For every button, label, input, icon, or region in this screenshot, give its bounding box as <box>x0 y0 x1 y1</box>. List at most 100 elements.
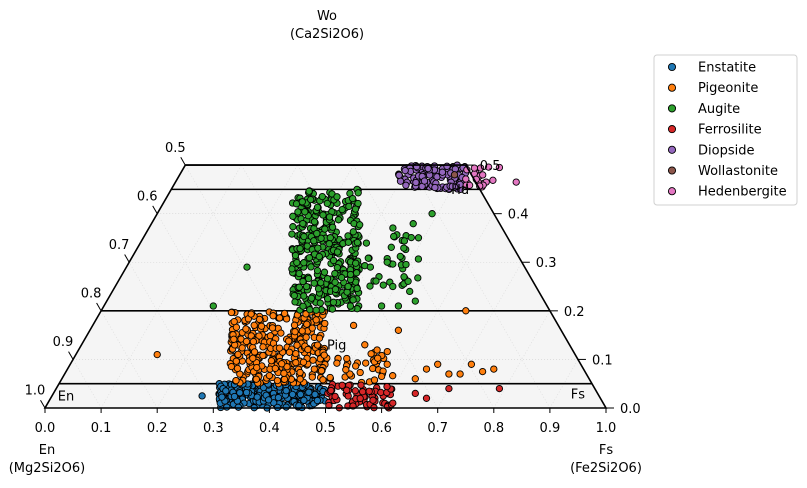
data-point-augite <box>344 238 353 246</box>
data-point-augite <box>351 205 360 213</box>
data-point-pigeonite <box>317 367 326 375</box>
data-point-pigeonite <box>275 314 284 322</box>
data-point-augite <box>353 238 362 247</box>
data-point-pigeonite <box>242 337 251 346</box>
data-point-pigeonite <box>267 357 276 365</box>
data-point-augite <box>362 239 371 247</box>
data-point-augite <box>310 279 318 287</box>
data-point-pigeonite <box>296 368 304 377</box>
bottom-tick-label: 0.2 <box>147 421 168 436</box>
data-point-augite <box>377 302 386 310</box>
data-point-augite <box>407 233 415 242</box>
legend-marker <box>667 83 677 92</box>
left-tick-label: 0.6 <box>137 189 158 204</box>
data-point-pigeonite <box>293 341 301 349</box>
bottom-tick-label: 0.3 <box>203 421 224 436</box>
data-point-hedenbergite <box>489 176 497 184</box>
data-point-augite <box>314 244 322 252</box>
data-point-augite <box>329 298 338 306</box>
data-point-diopside <box>431 183 439 192</box>
data-point-pigeonite <box>153 350 161 359</box>
data-point-augite <box>409 220 417 228</box>
data-point-augite <box>352 259 360 267</box>
data-point-augite <box>288 230 296 238</box>
data-point-ferrosilite <box>351 387 359 395</box>
data-point-pigeonite <box>434 360 442 368</box>
data-point-pigeonite <box>275 344 284 352</box>
data-point-enstatite <box>282 403 290 411</box>
data-point-pigeonite <box>383 347 391 356</box>
legend-frame <box>653 54 798 206</box>
en-formula: (Mg2Si2O6) <box>9 461 86 476</box>
data-point-pigeonite <box>315 334 324 342</box>
data-point-augite <box>299 219 307 228</box>
legend-marker <box>667 166 677 175</box>
data-point-augite <box>400 244 408 252</box>
data-point-pigeonite <box>238 344 246 352</box>
left-tick-label: 0.9 <box>53 335 74 350</box>
field-label: En <box>58 390 74 405</box>
data-point-diopside <box>424 164 432 173</box>
left-tick-label: 1.0 <box>25 384 46 399</box>
data-point-augite <box>337 273 346 282</box>
bottom-tick-label: 0.9 <box>540 421 561 436</box>
data-point-augite <box>304 274 313 283</box>
data-point-augite <box>299 302 307 310</box>
data-point-pigeonite <box>249 354 257 362</box>
data-point-pigeonite <box>271 364 279 373</box>
data-point-enstatite <box>288 390 297 399</box>
legend-label: Wollastonite <box>698 164 778 179</box>
data-point-pigeonite <box>462 307 470 315</box>
apex-label-wo: Wo (Ca2Si2O6) <box>290 9 364 42</box>
data-point-enstatite <box>313 396 322 405</box>
field-labels: En Pig Hd Fs <box>58 183 585 405</box>
data-point-pigeonite <box>321 319 329 328</box>
data-point-augite <box>307 263 315 271</box>
bottom-tick-label: 0.7 <box>427 421 448 436</box>
data-point-diopside <box>438 168 447 176</box>
data-point-pigeonite <box>296 375 304 383</box>
data-point-augite <box>316 299 324 307</box>
data-point-augite <box>331 269 339 278</box>
data-point-pigeonite <box>269 312 277 320</box>
data-point-augite <box>406 287 414 296</box>
data-point-pigeonite <box>374 354 382 362</box>
field-label: Fs <box>571 387 585 402</box>
bottom-tick-label: 0.8 <box>483 421 504 436</box>
data-point-pigeonite <box>478 367 487 376</box>
data-point-augite <box>328 223 337 231</box>
data-point-wollastonite <box>450 171 459 179</box>
data-point-pigeonite <box>230 335 238 343</box>
data-point-pigeonite <box>299 358 308 366</box>
data-point-pigeonite <box>280 369 288 377</box>
data-point-ferrosilite <box>357 381 365 389</box>
data-point-pigeonite <box>249 337 258 346</box>
data-point-pigeonite <box>285 348 294 356</box>
data-point-augite <box>325 213 334 221</box>
data-point-augite <box>305 187 313 195</box>
data-point-pigeonite <box>411 375 419 383</box>
data-point-pigeonite <box>373 346 381 354</box>
data-point-enstatite <box>242 388 251 397</box>
data-point-enstatite <box>253 393 261 401</box>
data-point-pigeonite <box>259 351 267 360</box>
data-point-pigeonite <box>292 358 300 367</box>
data-point-pigeonite <box>250 348 259 356</box>
data-point-ferrosilite <box>411 389 419 398</box>
data-point-ferrosilite <box>377 388 385 397</box>
bottom-tick-label: 0.6 <box>371 421 392 436</box>
data-point-ferrosilite <box>338 381 346 389</box>
data-point-pigeonite <box>352 362 360 370</box>
data-point-enstatite <box>198 392 206 400</box>
right-tick-label: 0.1 <box>592 353 613 368</box>
data-point-pigeonite <box>253 363 261 372</box>
data-point-diopside <box>448 182 456 191</box>
data-point-augite <box>301 208 309 216</box>
data-point-pigeonite <box>303 320 311 328</box>
data-point-pigeonite <box>259 343 267 351</box>
data-point-augite <box>313 229 321 238</box>
grid-line <box>381 213 495 409</box>
data-point-augite <box>317 279 325 287</box>
data-point-augite <box>299 277 307 286</box>
data-point-pigeonite <box>383 360 391 368</box>
